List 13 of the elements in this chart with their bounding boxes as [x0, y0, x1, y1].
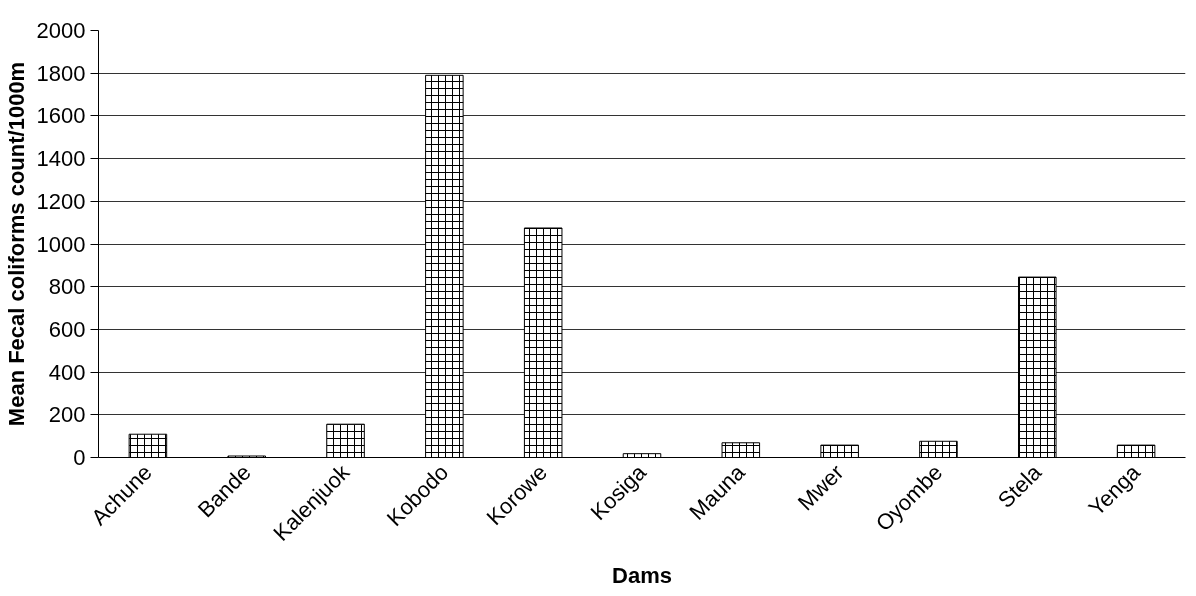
y-tick-label: 800 — [48, 274, 86, 300]
y-tick-label: 1000 — [36, 231, 86, 257]
x-axis-title: Dams — [612, 562, 672, 588]
y-tick-label: 1400 — [36, 146, 86, 172]
y-tick-label: 1600 — [36, 103, 86, 129]
y-axis-title: Mean Fecal coliforms count/1000m — [3, 61, 29, 427]
y-tick-label: 0 — [73, 445, 86, 470]
y-tick-label: 1800 — [36, 60, 86, 86]
y-tick-label: 1200 — [36, 188, 86, 214]
y-tick-label: 400 — [48, 359, 86, 385]
y-tick-label: 2000 — [36, 18, 86, 43]
y-tick-label: 600 — [48, 316, 86, 342]
y-tick-label: 200 — [48, 402, 86, 428]
